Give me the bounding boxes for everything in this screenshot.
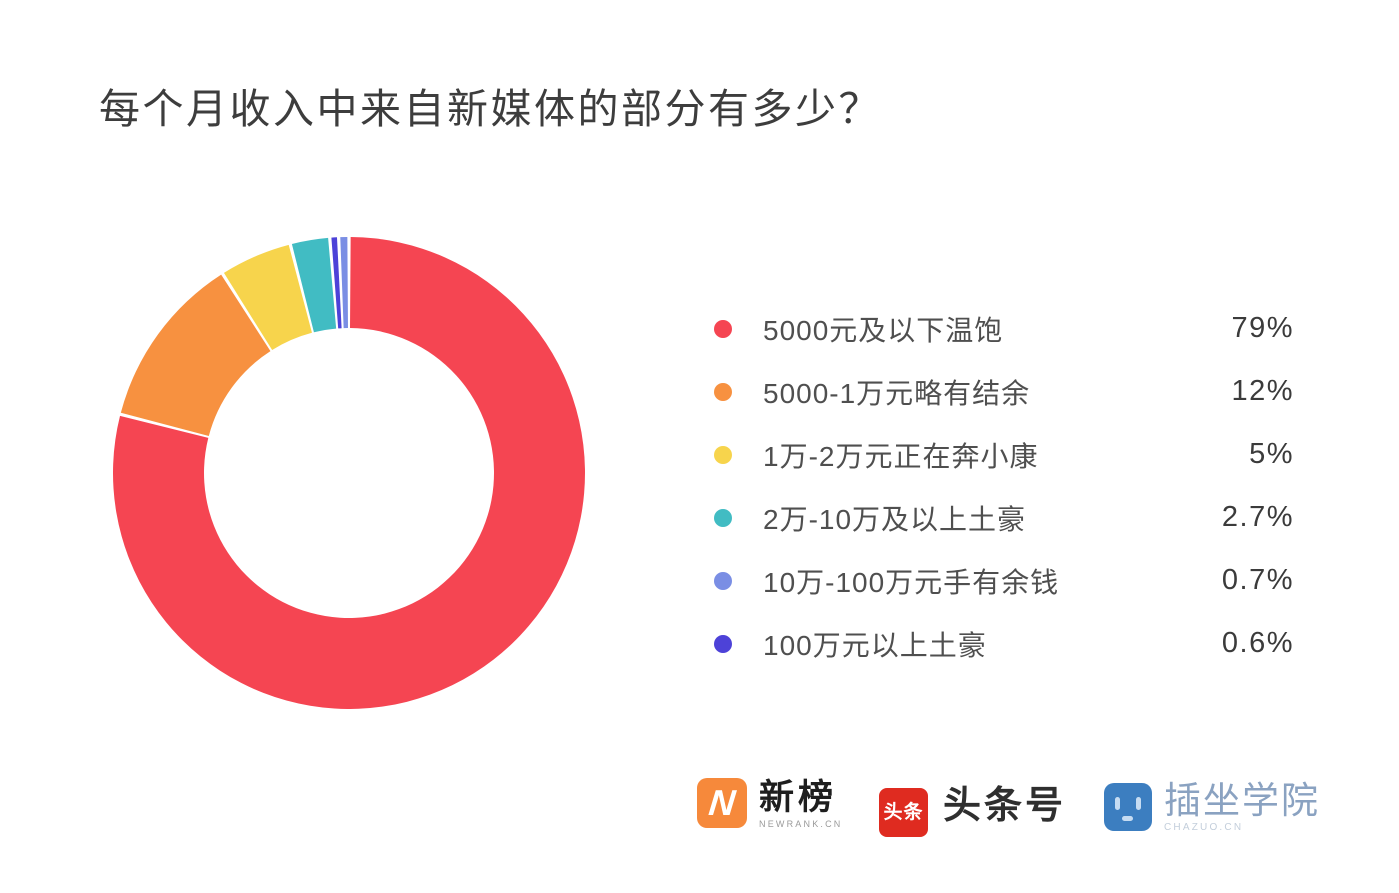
legend-label: 2万-10万及以上土豪 xyxy=(763,503,1027,535)
chazuo-logo-title: 插坐学院 xyxy=(1164,780,1320,821)
legend-percent: 5% xyxy=(1249,438,1294,470)
legend-percent: 0.7% xyxy=(1221,564,1294,596)
chart-title: 每个月收入中来自新媒体的部分有多少？ xyxy=(99,86,882,132)
legend-item: 100万元以上土豪 0.6% xyxy=(714,612,1294,675)
chazuo-logo-subtitle: CHAZUO.CN xyxy=(1164,822,1244,833)
donut-slice xyxy=(112,237,585,710)
toutiao-logo-title: 头条号 xyxy=(943,785,1067,827)
legend-label: 5000-1万元略有结余 xyxy=(763,377,1031,409)
legend-swatch-icon xyxy=(714,571,732,590)
legend-item: 5000-1万元略有结余 12% xyxy=(714,360,1294,423)
legend-percent: 79% xyxy=(1231,312,1294,344)
toutiao-logo: 头条 头条号 xyxy=(879,778,1066,837)
donut-slice xyxy=(331,237,342,329)
legend-label: 5000元及以下温饱 xyxy=(763,314,1004,346)
chazuo-face-eye-icon xyxy=(1115,797,1120,810)
legend-item: 5000元及以下温饱 79% xyxy=(714,297,1294,360)
chart-legend: 5000元及以下温饱 79% 5000-1万元略有结余 12% 1万-2万元正在… xyxy=(714,297,1294,675)
legend-label: 100万元以上土豪 xyxy=(763,629,987,661)
chazuo-logo: 插坐学院 CHAZUO.CN xyxy=(1104,778,1320,833)
chazuo-face-eye-icon xyxy=(1136,797,1141,810)
legend-swatch-icon xyxy=(714,508,732,527)
donut-slice xyxy=(223,244,312,351)
legend-item: 1万-2万元正在奔小康 5% xyxy=(714,423,1294,486)
legend-swatch-icon xyxy=(714,319,732,338)
legend-percent: 12% xyxy=(1231,375,1294,407)
donut-chart xyxy=(112,237,585,710)
legend-swatch-icon xyxy=(714,445,732,464)
newrank-logo: N 新榜 NEWRANK.CN xyxy=(697,778,843,829)
newrank-logo-title: 新榜 xyxy=(759,778,838,817)
legend-item: 10万-100万元手有余钱 0.7% xyxy=(714,549,1294,612)
legend-label: 1万-2万元正在奔小康 xyxy=(763,440,1039,472)
legend-swatch-icon xyxy=(714,634,732,653)
legend-percent: 0.6% xyxy=(1221,627,1294,659)
legend-swatch-icon xyxy=(714,382,732,401)
donut-slice xyxy=(291,237,337,333)
donut-slice xyxy=(120,274,271,436)
newrank-n-icon: N xyxy=(706,782,738,823)
newrank-logo-icon: N xyxy=(697,778,747,828)
legend-item: 2万-10万及以上土豪 2.7% xyxy=(714,486,1294,549)
legend-label: 10万-100万元手有余钱 xyxy=(763,566,1060,598)
chazuo-logo-icon xyxy=(1104,783,1152,831)
legend-percent: 2.7% xyxy=(1221,501,1294,533)
donut-slice xyxy=(340,237,348,329)
newrank-logo-subtitle: NEWRANK.CN xyxy=(759,819,843,829)
toutiao-logo-icon: 头条 xyxy=(879,788,928,837)
donut-svg xyxy=(112,237,585,710)
toutiao-badge-text: 头条 xyxy=(883,802,924,823)
chazuo-face-mouth-icon xyxy=(1122,816,1133,821)
